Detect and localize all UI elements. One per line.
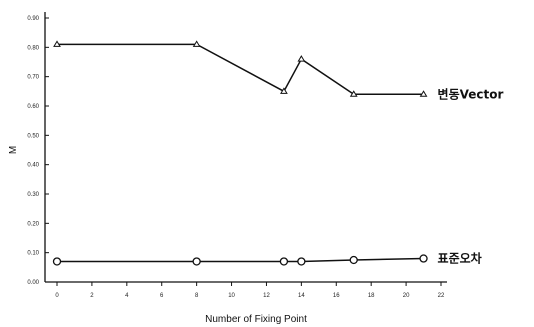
x-tick-label: 10 bbox=[228, 293, 235, 299]
series-1: 변동Vector bbox=[53, 40, 504, 101]
data-point-circle bbox=[279, 257, 289, 266]
x-tick-label: 2 bbox=[90, 293, 94, 299]
y-tick-label: 0.90 bbox=[27, 16, 39, 22]
x-tick-label: 18 bbox=[368, 293, 375, 299]
y-tick-label: 0.50 bbox=[27, 133, 39, 139]
x-tick-label: 4 bbox=[125, 293, 129, 299]
axes: 0.00 0.10 0.20 0.30 0.40 0.50 0.60 0.70 0.80 0.90… bbox=[27, 12, 447, 299]
series-label: 표준오차 bbox=[438, 251, 482, 266]
data-point-triangle bbox=[192, 40, 201, 47]
y-tick-label: 0.10 bbox=[27, 251, 39, 257]
series-2: 표준오차 bbox=[52, 251, 482, 266]
x-tick-label: 20 bbox=[403, 293, 410, 299]
x-axis-label: Number of Fixing Point bbox=[205, 314, 307, 325]
y-tick-label: 0.40 bbox=[27, 163, 39, 169]
x-tick-label: 6 bbox=[160, 293, 164, 299]
data-point-circle bbox=[297, 257, 306, 266]
x-tick-label: 22 bbox=[438, 293, 445, 299]
y-tick-label: 0.80 bbox=[27, 45, 39, 51]
x-tick-label: 14 bbox=[298, 293, 305, 299]
y-tick-label: 0.70 bbox=[27, 75, 39, 81]
series-line bbox=[57, 257, 424, 263]
y-axis-label: M bbox=[8, 146, 19, 154]
x-tick-label: 0 bbox=[55, 293, 59, 299]
y-tick-label: 0.00 bbox=[27, 280, 39, 286]
data-point-triangle bbox=[349, 90, 358, 97]
data-point-circle bbox=[52, 257, 62, 266]
data-point-triangle bbox=[53, 40, 61, 47]
data-point-circle bbox=[349, 255, 358, 265]
series-label: 변동Vector bbox=[438, 86, 504, 101]
series-layer: 변동Vector 표준오차 bbox=[52, 40, 504, 266]
y-tick-label: 0.60 bbox=[27, 104, 39, 110]
data-point-triangle bbox=[280, 87, 288, 94]
data-point-triangle bbox=[419, 90, 428, 97]
y-tick-label: 0.20 bbox=[27, 221, 39, 227]
y-tick-label: 0.30 bbox=[27, 192, 39, 198]
series-line bbox=[57, 43, 424, 96]
x-tick-label: 16 bbox=[333, 293, 340, 299]
x-tick-label: 8 bbox=[195, 293, 199, 299]
x-tick-label: 12 bbox=[263, 293, 270, 299]
data-point-circle bbox=[419, 254, 428, 263]
data-point-circle bbox=[192, 257, 201, 266]
data-point-triangle bbox=[297, 55, 306, 62]
